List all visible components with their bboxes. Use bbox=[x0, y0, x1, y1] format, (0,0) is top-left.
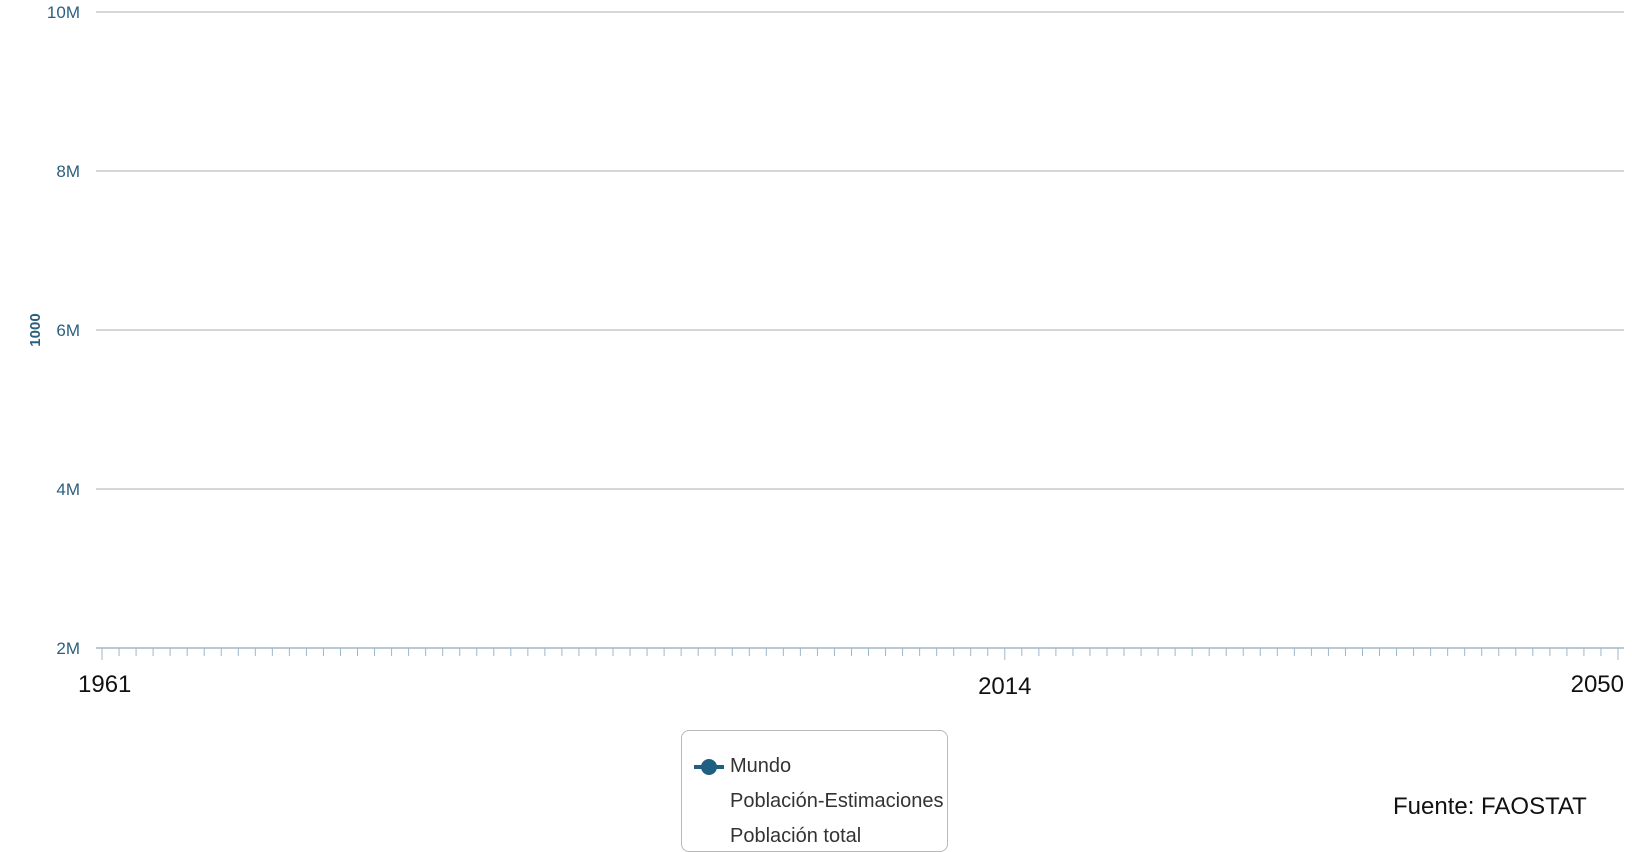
legend: Mundo Población-Estimaciones Población t… bbox=[681, 730, 948, 852]
y-tick-label: 6M bbox=[56, 321, 80, 340]
legend-item-mundo: Mundo bbox=[730, 755, 792, 777]
legend-item-poblacion-total: Población total bbox=[730, 825, 862, 847]
grid-lines bbox=[96, 11, 1624, 490]
y-tick-label: 2M bbox=[56, 639, 80, 658]
x-tick-label: 2014 bbox=[978, 673, 1031, 700]
legend-item-poblacion-estimaciones: Población-Estimaciones bbox=[730, 790, 944, 812]
y-tick-label: 8M bbox=[56, 162, 80, 181]
y-tick-label: 10M bbox=[47, 3, 80, 22]
x-tick-label: 2050 bbox=[1571, 671, 1624, 698]
legend-marker-mundo bbox=[694, 759, 724, 775]
y-tick-label: 4M bbox=[56, 480, 80, 499]
source-note: Fuente: FAOSTAT bbox=[1393, 793, 1587, 820]
y-axis-label: 1000 bbox=[27, 313, 44, 346]
x-axis bbox=[96, 647, 1624, 660]
y-axis-ticks: 2M 4M 6M 8M 10M bbox=[47, 3, 80, 658]
x-axis-ticks: 1961 2014 2050 bbox=[78, 671, 1624, 700]
x-tick-label: 1961 bbox=[78, 671, 131, 698]
